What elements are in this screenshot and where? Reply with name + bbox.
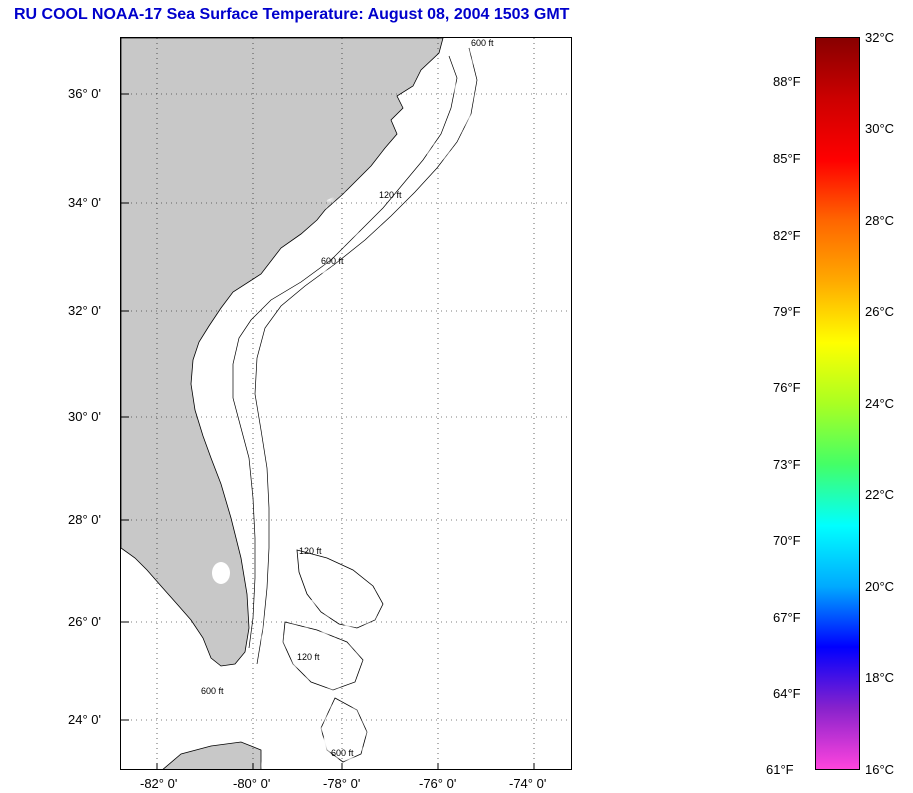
lat-label: 30° 0' [68, 409, 101, 424]
lon-label: -78° 0' [323, 776, 361, 791]
scale-label-f: 79°F [773, 304, 801, 319]
scale-label-c: 32°C [865, 30, 895, 45]
scale-label-f: 88°F [773, 74, 801, 89]
sst-hot-layer [261, 590, 571, 769]
scale-label-c: 24°C [865, 396, 895, 411]
scale-label-f: 64°F [773, 686, 801, 701]
scale-label-f: 61°F [766, 762, 794, 777]
contour-label-600: 600 ft [201, 686, 224, 696]
sst-map: 600 ft 120 ft 600 ft 120 ft 600 ft 120 f… [120, 37, 572, 770]
graticule [121, 38, 571, 769]
scale-label-c: 20°C [865, 579, 895, 594]
contour-label-600: 600 ft [331, 748, 354, 758]
lat-label: 28° 0' [68, 512, 101, 527]
contour-label-120: 120 ft [297, 652, 320, 662]
scale-label-c: 18°C [865, 670, 895, 685]
lat-label: 32° 0' [68, 303, 101, 318]
scale-label-c: 16°C [865, 762, 895, 777]
scale-label-f: 73°F [773, 457, 801, 472]
lake-okeechobee [212, 562, 230, 584]
map-title: RU COOL NOAA-17 Sea Surface Temperature:… [14, 6, 570, 23]
lon-label: -82° 0' [140, 776, 178, 791]
contour-label-600: 600 ft [471, 38, 494, 48]
scale-label-f: 82°F [773, 228, 801, 243]
lat-label: 24° 0' [68, 712, 101, 727]
contour-label-120: 120 ft [379, 190, 402, 200]
scale-label-c: 22°C [865, 487, 895, 502]
lat-label: 26° 0' [68, 614, 101, 629]
axis-ticks [121, 93, 535, 769]
contour-label-120: 120 ft [299, 546, 322, 556]
scale-label-c: 26°C [865, 304, 895, 319]
cloud-mask [341, 264, 569, 746]
lon-label: -80° 0' [233, 776, 271, 791]
scale-label-f: 85°F [773, 151, 801, 166]
sst-map-canvas: 600 ft 120 ft 600 ft 120 ft 600 ft 120 f… [121, 38, 571, 769]
land-mass [121, 38, 444, 667]
lat-label: 34° 0' [68, 195, 101, 210]
contour-label-600: 600 ft [321, 256, 344, 266]
color-scale-bar [815, 37, 860, 770]
lon-label: -74° 0' [509, 776, 547, 791]
cuba-land [162, 741, 262, 769]
scale-label-c: 30°C [865, 121, 895, 136]
scale-label-f: 76°F [773, 380, 801, 395]
scale-label-c: 28°C [865, 213, 895, 228]
scale-label-f: 67°F [773, 610, 801, 625]
scale-label-f: 70°F [773, 533, 801, 548]
lat-label: 36° 0' [68, 86, 101, 101]
lon-label: -76° 0' [419, 776, 457, 791]
